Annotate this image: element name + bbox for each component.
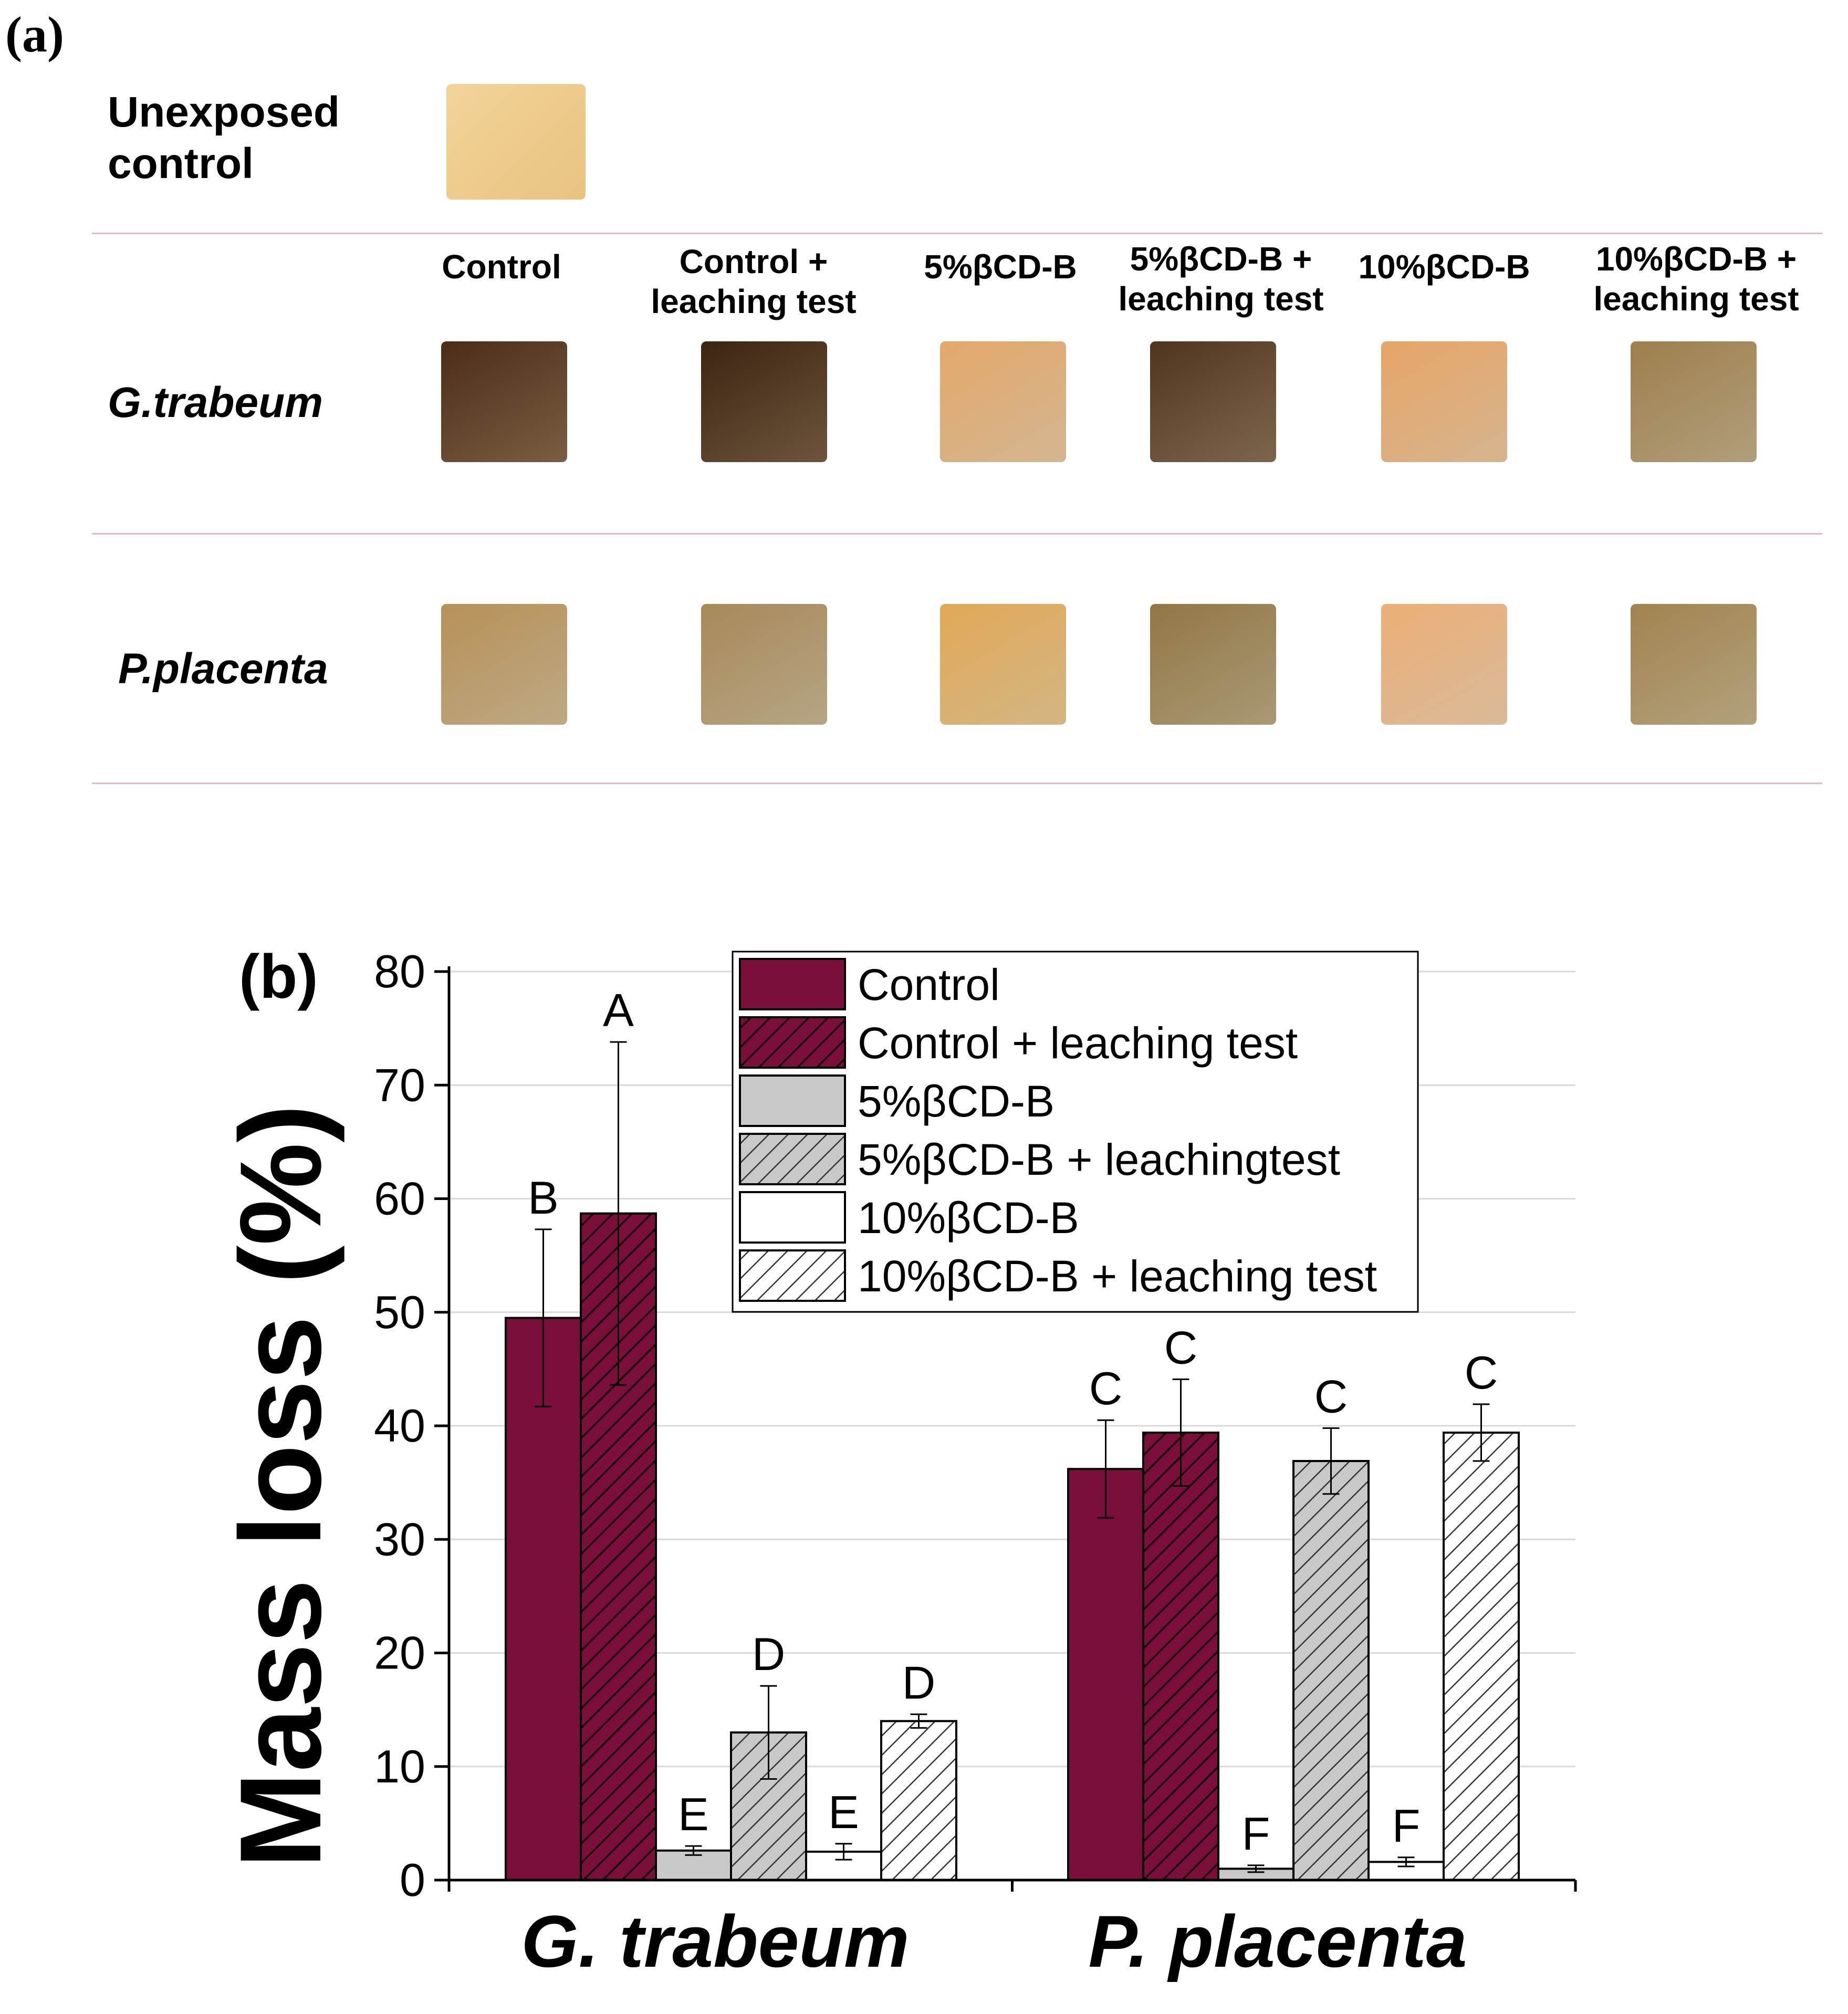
photo-panel-a: (a) Unexposed control Control Control + … xyxy=(0,0,1848,819)
p-placenta-sample-block xyxy=(1150,604,1276,725)
legend-swatch xyxy=(739,958,846,1010)
significance-letter: A xyxy=(603,984,634,1036)
legend-swatch xyxy=(739,1016,846,1069)
legend-swatch xyxy=(739,1133,846,1185)
significance-letter: C xyxy=(1089,1362,1123,1414)
column-label-control-leaching: Control + leaching test xyxy=(633,242,874,321)
column-label-5pct: 5%βCD-B xyxy=(880,247,1121,287)
x-category-label: P. placenta xyxy=(1088,1900,1467,1982)
p-placenta-sample-block xyxy=(1381,604,1507,725)
column-label-line1: 5%βCD-B + xyxy=(1130,240,1312,278)
bar xyxy=(880,1720,957,1881)
column-label-line1: 10%βCD-B xyxy=(1358,248,1530,286)
unexposed-label: Unexposed control xyxy=(108,87,340,190)
axes: 0 10 20 30 40 50 60 70 80 G. trabeum P. placenta xyxy=(374,945,1577,1982)
legend-entry: 5%βCD-B + leachingtest xyxy=(858,1135,1340,1184)
column-label-control: Control xyxy=(381,247,622,287)
y-tick-label: 80 xyxy=(374,945,425,997)
significance-letter: D xyxy=(752,1628,786,1680)
panel-b-label: (b) xyxy=(239,942,318,1011)
g-trabeum-sample-block xyxy=(1150,341,1276,462)
legend: Control Control + leaching test 5%βCD-B 5%β… xyxy=(732,951,1419,1313)
column-label-5pct-leaching: 5%βCD-B + leaching test xyxy=(1100,239,1342,319)
y-tick-label: 10 xyxy=(374,1740,425,1792)
row-separator xyxy=(92,233,1822,234)
p-placenta-sample-block xyxy=(940,604,1066,725)
significance-letter: C xyxy=(1314,1370,1348,1422)
y-tick-label: 60 xyxy=(374,1173,425,1225)
row-label-p-placenta: P.placenta xyxy=(118,645,328,693)
bar xyxy=(1142,1431,1219,1881)
column-label-10pct: 10%βCD-B xyxy=(1323,247,1565,287)
column-label-line2: leaching test xyxy=(651,283,857,320)
significance-letter: F xyxy=(1392,1800,1421,1852)
g-trabeum-sample-block xyxy=(1631,341,1757,462)
g-trabeum-sample-block xyxy=(1381,341,1507,462)
column-label-10pct-leaching: 10%βCD-B + leaching test xyxy=(1575,239,1817,319)
legend-entry: 5%βCD-B xyxy=(858,1077,1054,1126)
bar xyxy=(1443,1431,1520,1881)
y-tick-label: 70 xyxy=(374,1059,425,1111)
row-separator xyxy=(92,782,1822,784)
column-label-line1: 10%βCD-B + xyxy=(1595,240,1797,278)
significance-letter: E xyxy=(678,1788,709,1840)
significance-letter: E xyxy=(828,1786,859,1838)
y-tick-label: 40 xyxy=(374,1400,425,1452)
y-tick-label: 50 xyxy=(374,1286,425,1338)
legend-entry: Control + leaching test xyxy=(858,1018,1298,1068)
g-trabeum-sample-block xyxy=(701,341,827,462)
column-label-line2: leaching test xyxy=(1118,280,1324,318)
g-trabeum-sample-block xyxy=(940,341,1066,462)
y-tick-label: 30 xyxy=(374,1513,425,1565)
column-label-line1: Control xyxy=(442,248,561,286)
column-label-line1: Control + xyxy=(679,243,828,280)
p-placenta-sample-block xyxy=(441,604,567,725)
legend-entry: 10%βCD-B xyxy=(858,1193,1079,1243)
y-axis-label: Mass loss (%) xyxy=(216,1104,345,1869)
panel-a-label: (a) xyxy=(5,6,64,62)
unexposed-control-block xyxy=(446,84,586,200)
x-category-label: G. trabeum xyxy=(521,1900,909,1982)
bar xyxy=(1292,1460,1370,1881)
legend-entry: Control xyxy=(858,960,1000,1009)
legend-swatch xyxy=(739,1249,846,1302)
legend-swatch xyxy=(739,1074,846,1127)
p-placenta-sample-block xyxy=(1631,604,1757,725)
unexposed-label-line1: Unexposed xyxy=(108,88,340,136)
column-label-line1: 5%βCD-B xyxy=(924,248,1077,286)
significance-letter: C xyxy=(1465,1347,1498,1399)
significance-letter: F xyxy=(1242,1808,1270,1860)
significance-letter: D xyxy=(902,1656,936,1708)
column-label-line2: leaching test xyxy=(1593,280,1799,318)
row-label-g-trabeum: G.trabeum xyxy=(108,379,323,426)
significance-letter: C xyxy=(1164,1321,1198,1373)
g-trabeum-sample-block xyxy=(441,341,567,462)
significance-letter: B xyxy=(528,1172,559,1224)
legend-swatch xyxy=(739,1191,846,1244)
row-separator xyxy=(92,533,1822,535)
unexposed-label-line2: control xyxy=(108,140,254,187)
legend-entry: 10%βCD-B + leaching test xyxy=(858,1251,1377,1301)
p-placenta-sample-block xyxy=(701,604,827,725)
legend-box xyxy=(732,951,1419,1313)
bar xyxy=(1067,1468,1144,1882)
y-tick-label: 20 xyxy=(374,1627,425,1679)
y-tick-label: 0 xyxy=(400,1854,425,1906)
